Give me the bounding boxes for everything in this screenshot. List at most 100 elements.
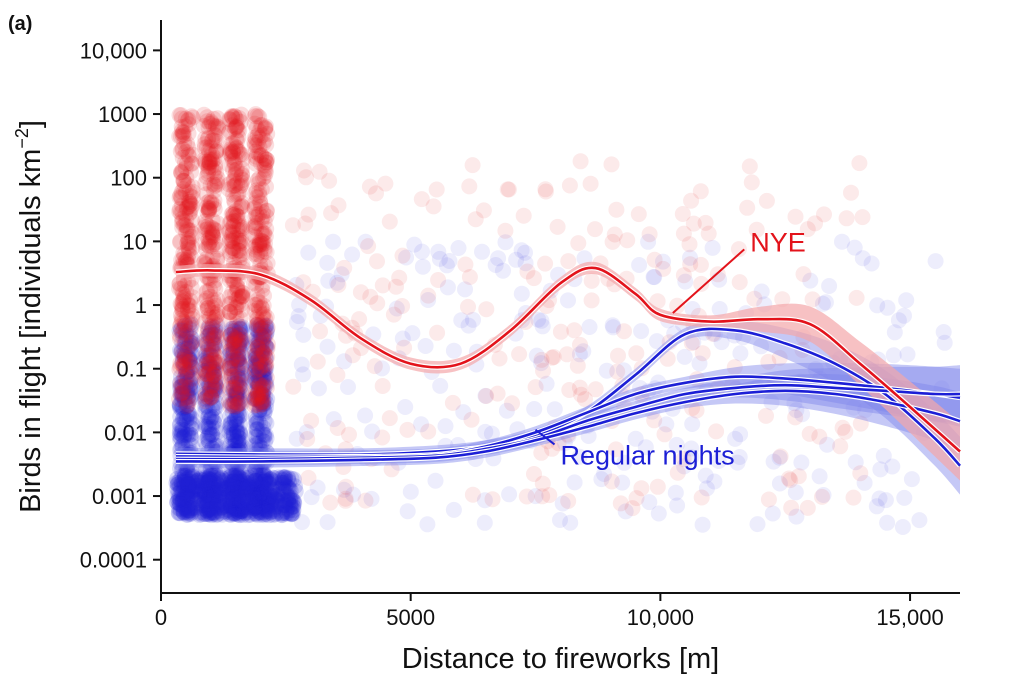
scatter-point bbox=[257, 162, 274, 179]
scatter-point bbox=[230, 351, 247, 368]
scatter-point bbox=[319, 514, 336, 531]
scatter-point bbox=[201, 425, 218, 441]
scatter-point bbox=[190, 472, 207, 489]
scatter-point bbox=[256, 490, 273, 506]
scatter-point bbox=[251, 504, 268, 521]
scatter-point bbox=[258, 399, 274, 416]
scatter-point bbox=[275, 475, 292, 492]
scatter-point bbox=[247, 499, 264, 516]
scatter-point bbox=[250, 378, 266, 395]
scatter-point bbox=[175, 322, 191, 339]
scatter-point bbox=[262, 471, 279, 488]
scatter-point bbox=[603, 473, 620, 490]
scatter-point bbox=[251, 468, 268, 485]
scatter-point bbox=[202, 504, 219, 520]
scatter-point bbox=[200, 386, 217, 403]
scatter-point bbox=[179, 396, 196, 413]
scatter-point bbox=[413, 191, 430, 208]
scatter-point bbox=[394, 298, 411, 314]
scatter-point bbox=[209, 506, 226, 523]
scatter-point bbox=[250, 325, 267, 342]
scatter-point bbox=[247, 389, 264, 406]
scatter-point bbox=[603, 156, 620, 173]
scatter-point bbox=[279, 505, 296, 522]
scatter-point bbox=[202, 372, 219, 388]
scatter-point bbox=[203, 482, 220, 499]
scatter-point bbox=[173, 190, 190, 207]
scatter-point bbox=[224, 375, 241, 392]
scatter-point bbox=[252, 471, 269, 488]
scatter-point bbox=[249, 472, 265, 489]
scatter-point bbox=[250, 489, 267, 506]
scatter-point bbox=[202, 427, 219, 444]
scatter-point bbox=[247, 350, 264, 367]
scatter-point bbox=[517, 244, 533, 261]
scatter-point bbox=[222, 502, 239, 519]
scatter-point bbox=[234, 503, 251, 520]
scatter-point bbox=[242, 506, 259, 523]
scatter-point bbox=[206, 381, 223, 398]
scatter-point bbox=[394, 247, 411, 264]
scatter-point bbox=[217, 481, 234, 498]
scatter-point bbox=[196, 117, 212, 134]
scatter-point bbox=[172, 375, 188, 392]
scatter-point bbox=[178, 485, 195, 502]
scatter-point bbox=[795, 266, 812, 283]
scatter-point bbox=[174, 347, 191, 364]
scatter-point bbox=[214, 506, 231, 523]
scatter-point bbox=[190, 485, 207, 502]
scatter-point bbox=[224, 358, 241, 375]
scatter-point bbox=[252, 389, 269, 406]
scatter-point bbox=[179, 504, 195, 521]
scatter-point bbox=[838, 210, 855, 227]
scatter-point bbox=[226, 412, 243, 429]
scatter-point bbox=[281, 473, 298, 490]
scatter-point bbox=[197, 364, 214, 381]
scatter-point bbox=[251, 493, 268, 510]
scatter-point bbox=[189, 488, 205, 505]
scatter-point bbox=[295, 326, 312, 343]
scatter-point bbox=[232, 407, 249, 424]
scatter-point bbox=[249, 356, 266, 373]
scatter-point bbox=[261, 473, 277, 490]
scatter-point bbox=[227, 500, 244, 517]
scatter-point bbox=[230, 498, 247, 515]
scatter-point bbox=[837, 423, 854, 440]
scatter-point bbox=[743, 174, 760, 191]
scatter-point bbox=[369, 253, 385, 270]
scatter-point bbox=[173, 385, 190, 401]
scatter-point bbox=[251, 472, 268, 489]
scatter-point bbox=[198, 335, 215, 352]
scatter-point bbox=[511, 346, 528, 363]
scatter-point bbox=[229, 473, 246, 490]
scatter-point bbox=[232, 416, 249, 433]
scatter-point bbox=[246, 482, 263, 498]
scatter-point bbox=[258, 469, 275, 485]
scatter-point bbox=[231, 492, 248, 509]
scatter-point bbox=[179, 498, 195, 515]
scatter-point bbox=[172, 491, 189, 508]
scatter-point bbox=[793, 454, 810, 471]
scatter-point bbox=[231, 469, 248, 486]
scatter-point bbox=[237, 505, 254, 521]
scatter-point bbox=[181, 499, 198, 516]
scatter-point bbox=[225, 426, 242, 443]
scatter-point bbox=[183, 155, 200, 172]
scatter-point bbox=[268, 492, 285, 509]
scatter-point bbox=[196, 483, 213, 500]
scatter-point bbox=[245, 482, 262, 498]
scatter-point bbox=[247, 472, 264, 489]
scatter-point bbox=[414, 258, 431, 275]
scatter-point bbox=[201, 361, 218, 378]
scatter-point bbox=[461, 178, 478, 195]
scatter-point bbox=[250, 368, 267, 385]
scatter-point bbox=[251, 334, 268, 350]
scatter-point bbox=[183, 504, 200, 521]
scatter-point bbox=[252, 326, 269, 343]
scatter-point bbox=[183, 482, 200, 499]
scatter-point bbox=[325, 233, 342, 250]
scatter-point bbox=[267, 503, 284, 519]
scatter-point bbox=[251, 341, 268, 357]
scatter-point bbox=[190, 474, 207, 491]
scatter-point bbox=[227, 465, 244, 482]
